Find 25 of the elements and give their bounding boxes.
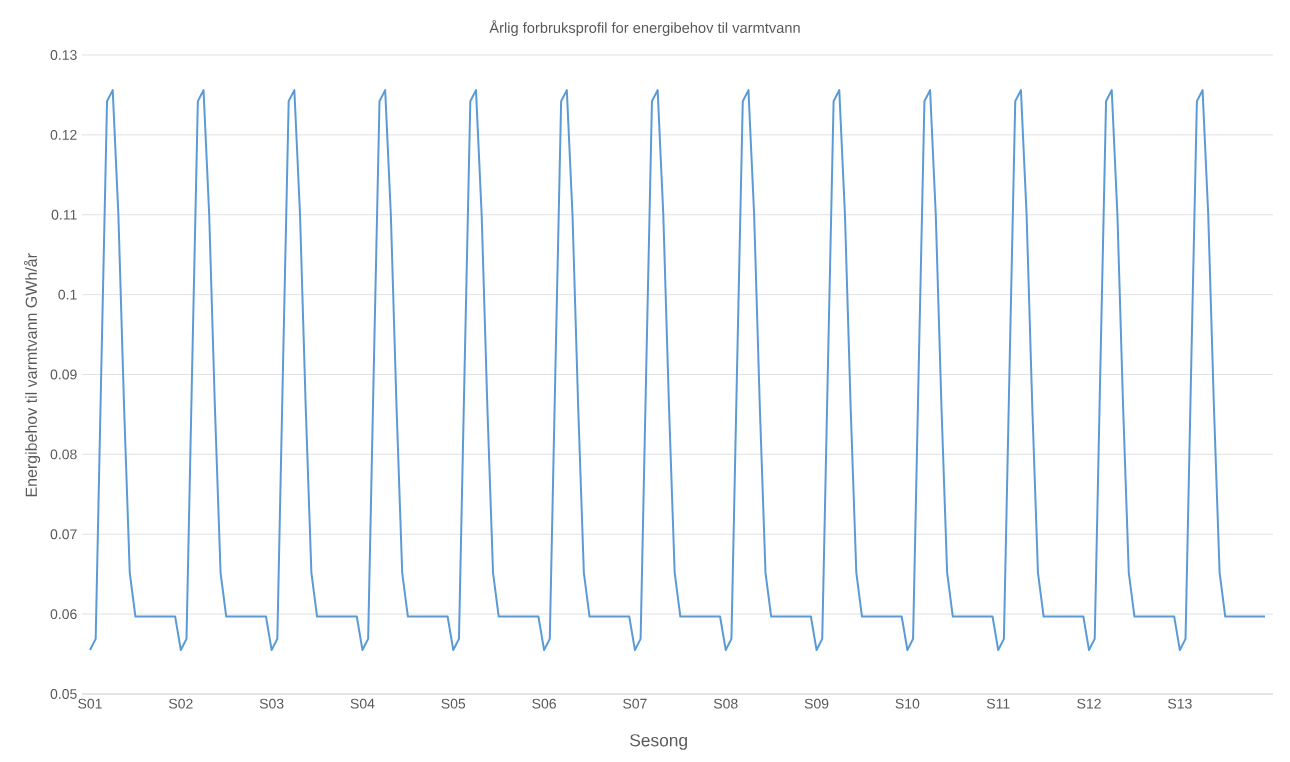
x-tick-label: S12 — [1077, 698, 1101, 709]
x-tick-label: S07 — [623, 698, 647, 709]
x-tick-label: S11 — [986, 698, 1010, 709]
x-tick-label: S10 — [895, 698, 920, 709]
y-axis-title: Energibehov til varmtvann GWh/år — [23, 253, 41, 497]
x-tick-label: S01 — [78, 698, 102, 709]
x-tick-label: S13 — [1168, 698, 1192, 709]
y-tick-label: 0.07 — [50, 529, 77, 540]
x-tick-label: S03 — [259, 698, 284, 709]
y-tick-label: 0.11 — [51, 209, 77, 220]
x-tick-label: S02 — [169, 698, 193, 709]
x-tick-label: S06 — [532, 698, 556, 709]
chart-title: Årlig forbruksprofil for energibehov til varmtvann — [489, 20, 800, 36]
y-tick-label: 0.05 — [50, 689, 77, 699]
y-tick-label: 0.12 — [50, 129, 77, 140]
y-tick-label: 0.13 — [50, 50, 77, 60]
y-tick-label: 0.08 — [50, 449, 77, 460]
x-axis-title: Sesong — [630, 734, 687, 750]
x-tick-label: S05 — [441, 698, 466, 709]
y-tick-label: 0.09 — [50, 369, 77, 380]
y-tick-label: 0.06 — [50, 609, 77, 620]
x-tick-label: S08 — [713, 698, 738, 709]
y-tick-label: 0.1 — [58, 289, 77, 300]
x-tick-label: S09 — [804, 698, 829, 709]
x-tick-label: S04 — [350, 698, 375, 709]
